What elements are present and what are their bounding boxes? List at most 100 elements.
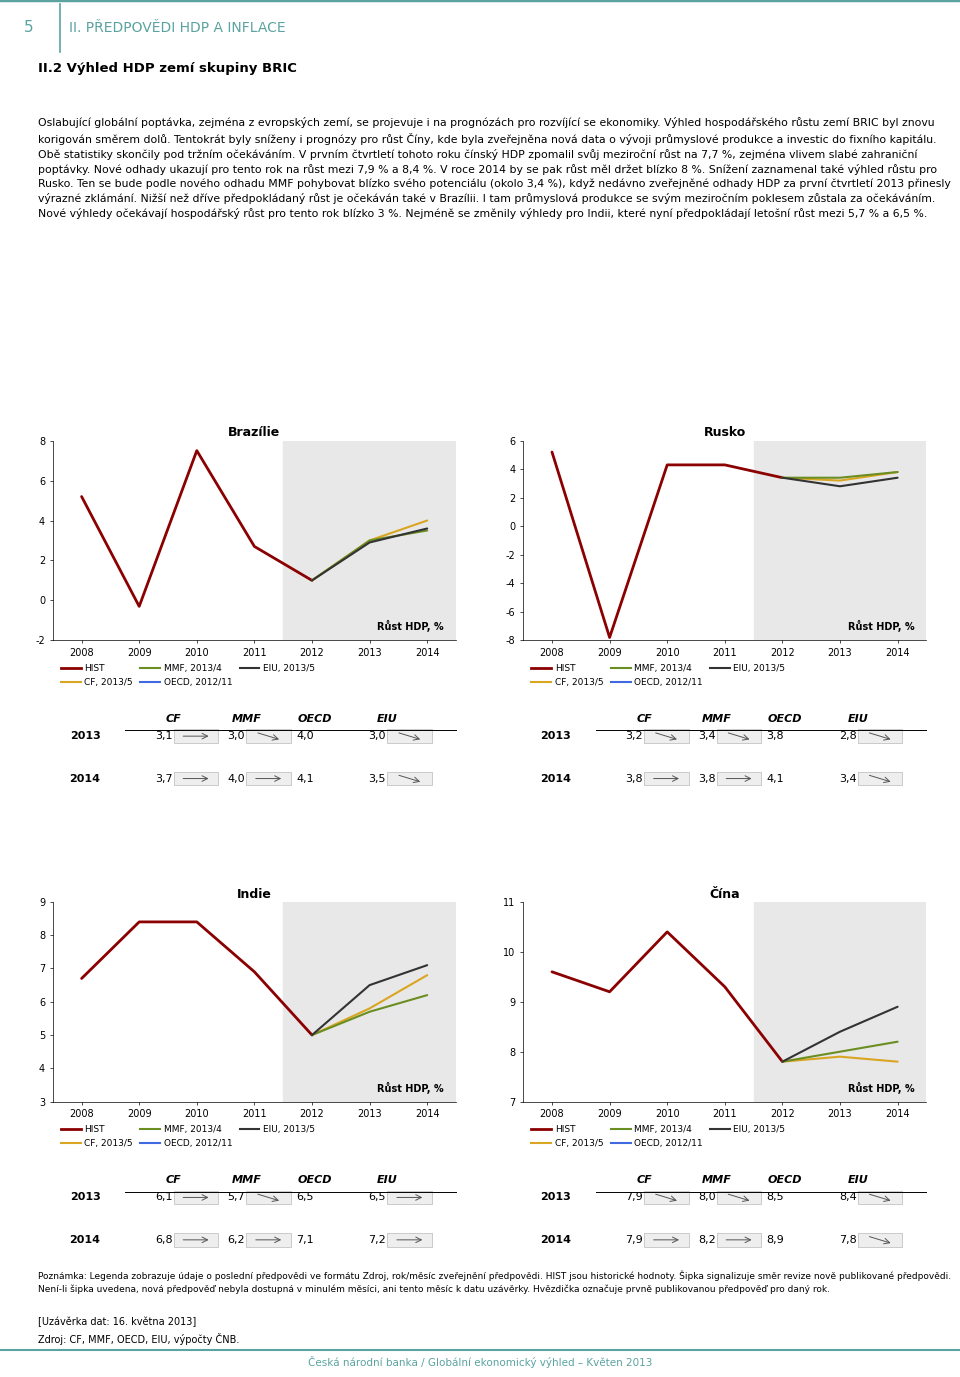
Text: 3,0: 3,0 xyxy=(369,731,386,741)
Text: Růst HDP, %: Růst HDP, % xyxy=(848,620,914,632)
Text: 2013: 2013 xyxy=(540,731,571,741)
Text: 2014: 2014 xyxy=(69,774,101,784)
Text: Růst HDP, %: Růst HDP, % xyxy=(377,620,444,632)
FancyBboxPatch shape xyxy=(174,771,218,785)
Text: CF: CF xyxy=(636,1175,652,1186)
FancyBboxPatch shape xyxy=(644,1234,688,1246)
Text: Růst HDP, %: Růst HDP, % xyxy=(848,1081,914,1093)
Text: 2013: 2013 xyxy=(540,1192,571,1202)
Title: Brazílie: Brazílie xyxy=(228,427,280,439)
Text: 2,8: 2,8 xyxy=(839,731,856,741)
Text: Oslabující globální poptávka, zejména z evropských zemí, se projevuje i na progn: Oslabující globální poptávka, zejména z … xyxy=(38,117,951,219)
Text: Česká národní banka / Globální ekonomický výhled – Květen 2013: Česká národní banka / Globální ekonomick… xyxy=(308,1356,652,1367)
Text: 2013: 2013 xyxy=(70,1192,101,1202)
Text: MMF: MMF xyxy=(702,1175,732,1186)
Text: 3,5: 3,5 xyxy=(369,774,386,784)
Text: 4,0: 4,0 xyxy=(228,774,245,784)
FancyBboxPatch shape xyxy=(174,1234,218,1246)
Text: OECD: OECD xyxy=(298,1175,332,1186)
Legend: HIST, CF, 2013/5, MMF, 2013/4, OECD, 2012/11, EIU, 2013/5: HIST, CF, 2013/5, MMF, 2013/4, OECD, 201… xyxy=(528,1122,789,1151)
FancyBboxPatch shape xyxy=(644,1191,688,1203)
Text: CF: CF xyxy=(166,1175,181,1186)
Text: OECD: OECD xyxy=(298,713,332,724)
FancyBboxPatch shape xyxy=(717,1234,761,1246)
FancyBboxPatch shape xyxy=(717,730,761,744)
FancyBboxPatch shape xyxy=(858,1191,902,1203)
Text: CF: CF xyxy=(636,713,652,724)
FancyBboxPatch shape xyxy=(717,1191,761,1203)
Text: 8,2: 8,2 xyxy=(698,1235,715,1245)
FancyBboxPatch shape xyxy=(858,1234,902,1246)
Text: 2014: 2014 xyxy=(69,1235,101,1245)
Text: 3,8: 3,8 xyxy=(698,774,715,784)
Legend: HIST, CF, 2013/5, MMF, 2013/4, OECD, 2012/11, EIU, 2013/5: HIST, CF, 2013/5, MMF, 2013/4, OECD, 201… xyxy=(58,661,319,690)
Text: 7,1: 7,1 xyxy=(296,1235,314,1245)
Text: 8,5: 8,5 xyxy=(766,1192,784,1202)
Text: [Uzávěrka dat: 16. května 2013]: [Uzávěrka dat: 16. května 2013] xyxy=(38,1316,197,1327)
Bar xyxy=(283,902,456,1102)
Text: EIU: EIU xyxy=(848,713,868,724)
Text: 8,0: 8,0 xyxy=(698,1192,715,1202)
Legend: HIST, CF, 2013/5, MMF, 2013/4, OECD, 2012/11, EIU, 2013/5: HIST, CF, 2013/5, MMF, 2013/4, OECD, 201… xyxy=(528,661,789,690)
Title: Rusko: Rusko xyxy=(704,427,746,439)
FancyBboxPatch shape xyxy=(247,771,291,785)
Text: Poznámka: Legenda zobrazuje údaje o poslední předpovědi ve formátu Zdroj, rok/mě: Poznámka: Legenda zobrazuje údaje o posl… xyxy=(38,1271,951,1293)
Text: CF: CF xyxy=(166,713,181,724)
Text: 3,2: 3,2 xyxy=(625,731,643,741)
Text: MMF: MMF xyxy=(231,713,261,724)
Text: 7,9: 7,9 xyxy=(625,1192,643,1202)
Text: 2014: 2014 xyxy=(540,774,571,784)
Bar xyxy=(283,441,456,640)
Text: 8,9: 8,9 xyxy=(766,1235,784,1245)
Text: 6,5: 6,5 xyxy=(369,1192,386,1202)
FancyBboxPatch shape xyxy=(858,771,902,785)
Text: 6,2: 6,2 xyxy=(228,1235,245,1245)
Text: OECD: OECD xyxy=(768,713,803,724)
Text: OECD: OECD xyxy=(768,1175,803,1186)
Text: MMF: MMF xyxy=(702,713,732,724)
FancyBboxPatch shape xyxy=(388,730,432,744)
FancyBboxPatch shape xyxy=(644,771,688,785)
Text: EIU: EIU xyxy=(377,713,397,724)
Bar xyxy=(754,441,926,640)
Text: MMF: MMF xyxy=(231,1175,261,1186)
Text: 7,8: 7,8 xyxy=(839,1235,856,1245)
Text: 2014: 2014 xyxy=(540,1235,571,1245)
Text: 5: 5 xyxy=(24,21,34,34)
Legend: HIST, CF, 2013/5, MMF, 2013/4, OECD, 2012/11, EIU, 2013/5: HIST, CF, 2013/5, MMF, 2013/4, OECD, 201… xyxy=(58,1122,319,1151)
Text: II.2 Výhled HDP zemí skupiny BRIC: II.2 Výhled HDP zemí skupiny BRIC xyxy=(38,62,298,74)
FancyBboxPatch shape xyxy=(388,1191,432,1203)
Text: 6,5: 6,5 xyxy=(296,1192,314,1202)
Text: 6,8: 6,8 xyxy=(155,1235,173,1245)
FancyBboxPatch shape xyxy=(717,771,761,785)
FancyBboxPatch shape xyxy=(174,1191,218,1203)
Text: 3,4: 3,4 xyxy=(839,774,856,784)
FancyBboxPatch shape xyxy=(247,1234,291,1246)
Text: Zdroj: CF, MMF, OECD, EIU, výpočty ČNB.: Zdroj: CF, MMF, OECD, EIU, výpočty ČNB. xyxy=(38,1333,240,1345)
FancyBboxPatch shape xyxy=(388,1234,432,1246)
Text: 3,4: 3,4 xyxy=(698,731,715,741)
Text: 6,1: 6,1 xyxy=(155,1192,173,1202)
Text: 4,1: 4,1 xyxy=(296,774,314,784)
Title: Indie: Indie xyxy=(237,888,272,901)
Text: II. PŘEDPOVĚDI HDP A INFLACE: II. PŘEDPOVĚDI HDP A INFLACE xyxy=(69,21,286,34)
FancyBboxPatch shape xyxy=(247,730,291,744)
Text: 4,1: 4,1 xyxy=(766,774,784,784)
Text: 5,7: 5,7 xyxy=(228,1192,245,1202)
FancyBboxPatch shape xyxy=(388,771,432,785)
Text: 8,4: 8,4 xyxy=(839,1192,856,1202)
Text: 3,1: 3,1 xyxy=(155,731,173,741)
Text: 7,2: 7,2 xyxy=(369,1235,386,1245)
Text: 3,7: 3,7 xyxy=(155,774,173,784)
FancyBboxPatch shape xyxy=(644,730,688,744)
FancyBboxPatch shape xyxy=(247,1191,291,1203)
Text: 3,8: 3,8 xyxy=(766,731,784,741)
Text: EIU: EIU xyxy=(377,1175,397,1186)
Text: 4,0: 4,0 xyxy=(296,731,314,741)
Text: 3,8: 3,8 xyxy=(625,774,643,784)
Text: 3,0: 3,0 xyxy=(228,731,245,741)
Text: 7,9: 7,9 xyxy=(625,1235,643,1245)
Text: 2013: 2013 xyxy=(70,731,101,741)
Bar xyxy=(754,902,926,1102)
Text: Růst HDP, %: Růst HDP, % xyxy=(377,1081,444,1093)
